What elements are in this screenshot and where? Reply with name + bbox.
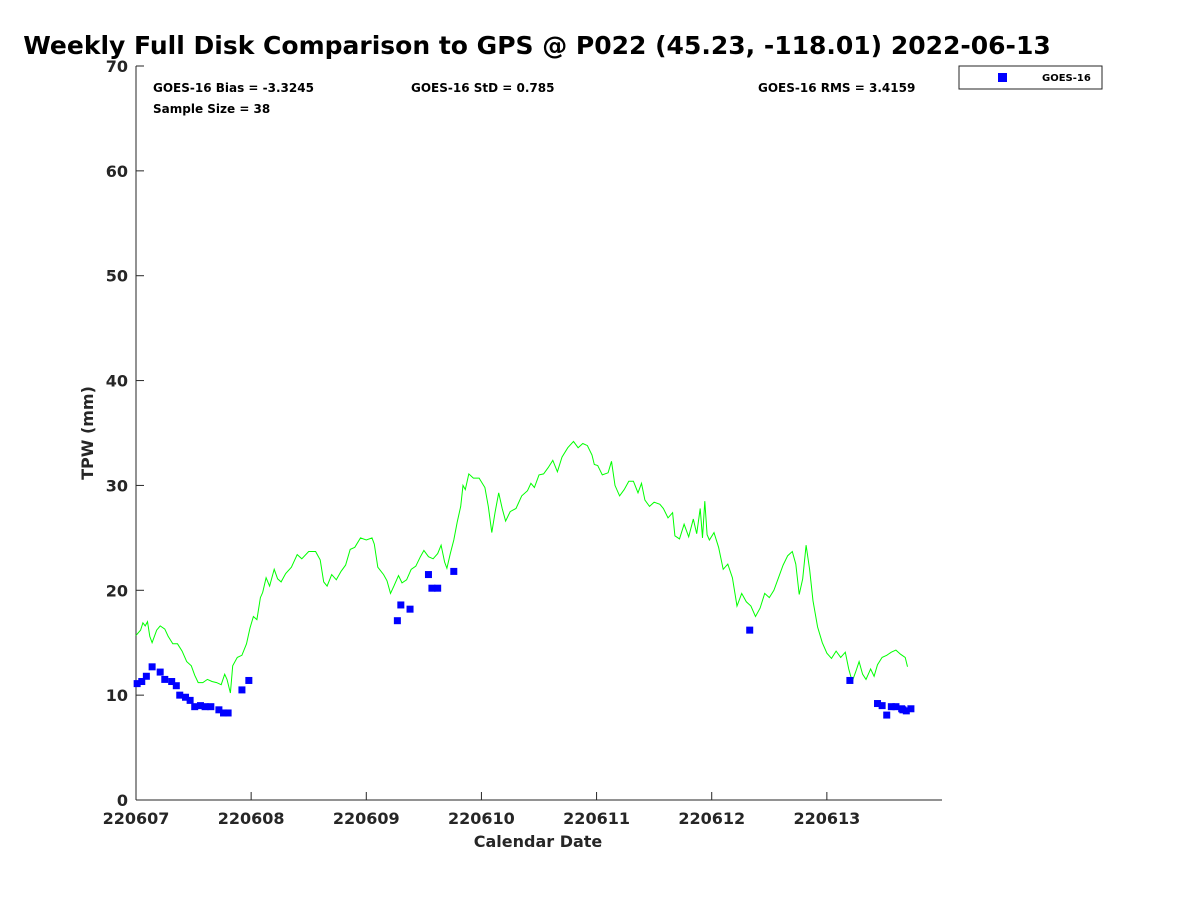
goes-16-point	[133, 680, 141, 688]
y-tick-label: 70	[106, 57, 128, 76]
y-tick-label: 60	[106, 162, 128, 181]
goes-16-point	[406, 605, 414, 613]
goes-16-point	[201, 703, 209, 711]
goes-16-point	[142, 672, 150, 680]
x-tick-label: 220612	[678, 809, 745, 828]
goes-16-point	[186, 696, 194, 704]
x-tick-label: 220609	[333, 809, 400, 828]
goes-16-point	[846, 676, 854, 684]
legend: GOES-16	[958, 65, 1103, 90]
goes-16-point	[887, 703, 895, 711]
stat-bias: GOES-16 Bias = -3.3245	[153, 81, 314, 95]
goes-16-point	[168, 678, 176, 686]
y-axis-label: TPW (mm)	[78, 386, 97, 480]
x-axis-ticks: 220607 220608 220609 220610 220611 220612 2206…	[103, 792, 860, 828]
goes-16-point	[215, 706, 223, 714]
x-tick-label: 220608	[218, 809, 285, 828]
y-tick-label: 0	[117, 791, 128, 810]
series-layer	[133, 440, 915, 719]
goes-16-point	[450, 567, 458, 575]
goes-16-point	[424, 571, 432, 579]
stat-std: GOES-16 StD = 0.785	[411, 81, 554, 95]
goes-16-point	[393, 617, 401, 625]
goes-16-point	[874, 700, 882, 708]
goes-16-point	[156, 668, 164, 676]
y-tick-label: 40	[106, 372, 128, 391]
x-tick-label: 220613	[793, 809, 860, 828]
x-axis-label: Calendar Date	[474, 832, 603, 851]
goes-16-point	[161, 675, 169, 683]
y-tick-label: 20	[106, 581, 128, 600]
stat-rms: GOES-16 RMS = 3.4159	[758, 81, 915, 95]
stat-sample-size: Sample Size = 38	[153, 102, 270, 116]
x-tick-label: 220607	[103, 809, 170, 828]
goes-16-point	[207, 703, 215, 711]
goes-16-point	[220, 709, 228, 717]
goes-16-point	[245, 676, 253, 684]
y-tick-label: 30	[106, 476, 128, 495]
goes-16-point	[172, 682, 180, 690]
goes-16-point	[148, 663, 156, 671]
goes-16-point	[892, 703, 900, 711]
goes-16-point	[176, 691, 184, 699]
goes-16-point	[434, 584, 442, 592]
goes-16-point	[899, 706, 907, 714]
goes-16-point	[238, 686, 246, 694]
x-tick-label: 220610	[448, 809, 515, 828]
y-tick-label: 10	[106, 686, 128, 705]
plot-area	[136, 66, 942, 800]
chart-title: Weekly Full Disk Comparison to GPS @ P02…	[23, 31, 1050, 60]
goes-16-point	[196, 702, 204, 710]
goes-16-point	[138, 678, 146, 686]
x-tick-label: 220611	[563, 809, 630, 828]
goes-16-point	[224, 709, 232, 717]
y-tick-label: 50	[106, 267, 128, 286]
goes-16-point	[746, 626, 754, 634]
goes-16-point	[878, 702, 886, 710]
gps-series-line	[135, 440, 908, 694]
legend-marker-goes16	[998, 73, 1007, 82]
legend-box	[958, 65, 1103, 90]
goes-16-point	[191, 703, 199, 711]
y-axis-ticks: 0 10 20 30 40 50 60 70	[106, 57, 144, 810]
goes-16-point	[397, 601, 405, 609]
goes-16-point	[907, 705, 915, 713]
goes-16-point	[428, 584, 436, 592]
legend-label-goes16: GOES-16	[1042, 73, 1091, 84]
goes-16-point	[182, 693, 190, 701]
goes-16-point	[883, 711, 891, 719]
